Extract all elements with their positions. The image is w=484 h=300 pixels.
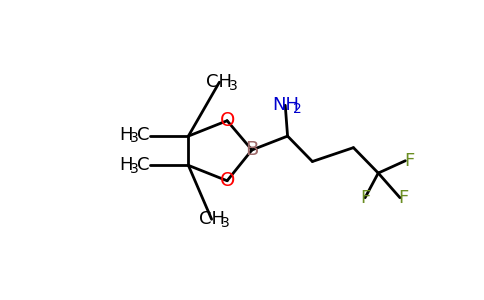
Text: C: C [137,126,150,144]
Text: C: C [137,156,150,174]
Text: F: F [360,189,370,207]
Text: O: O [219,111,235,130]
Text: F: F [399,189,409,207]
Text: CH: CH [198,210,225,228]
Text: 3: 3 [229,79,238,93]
Text: B: B [245,140,258,160]
Text: CH: CH [206,73,232,91]
Text: O: O [219,171,235,190]
Text: F: F [404,152,414,170]
Text: 2: 2 [293,102,302,116]
Text: H: H [120,156,133,174]
Text: 3: 3 [130,162,138,176]
Text: NH: NH [272,96,299,114]
Text: H: H [120,126,133,144]
Text: 3: 3 [221,216,230,230]
Text: 3: 3 [130,131,138,146]
